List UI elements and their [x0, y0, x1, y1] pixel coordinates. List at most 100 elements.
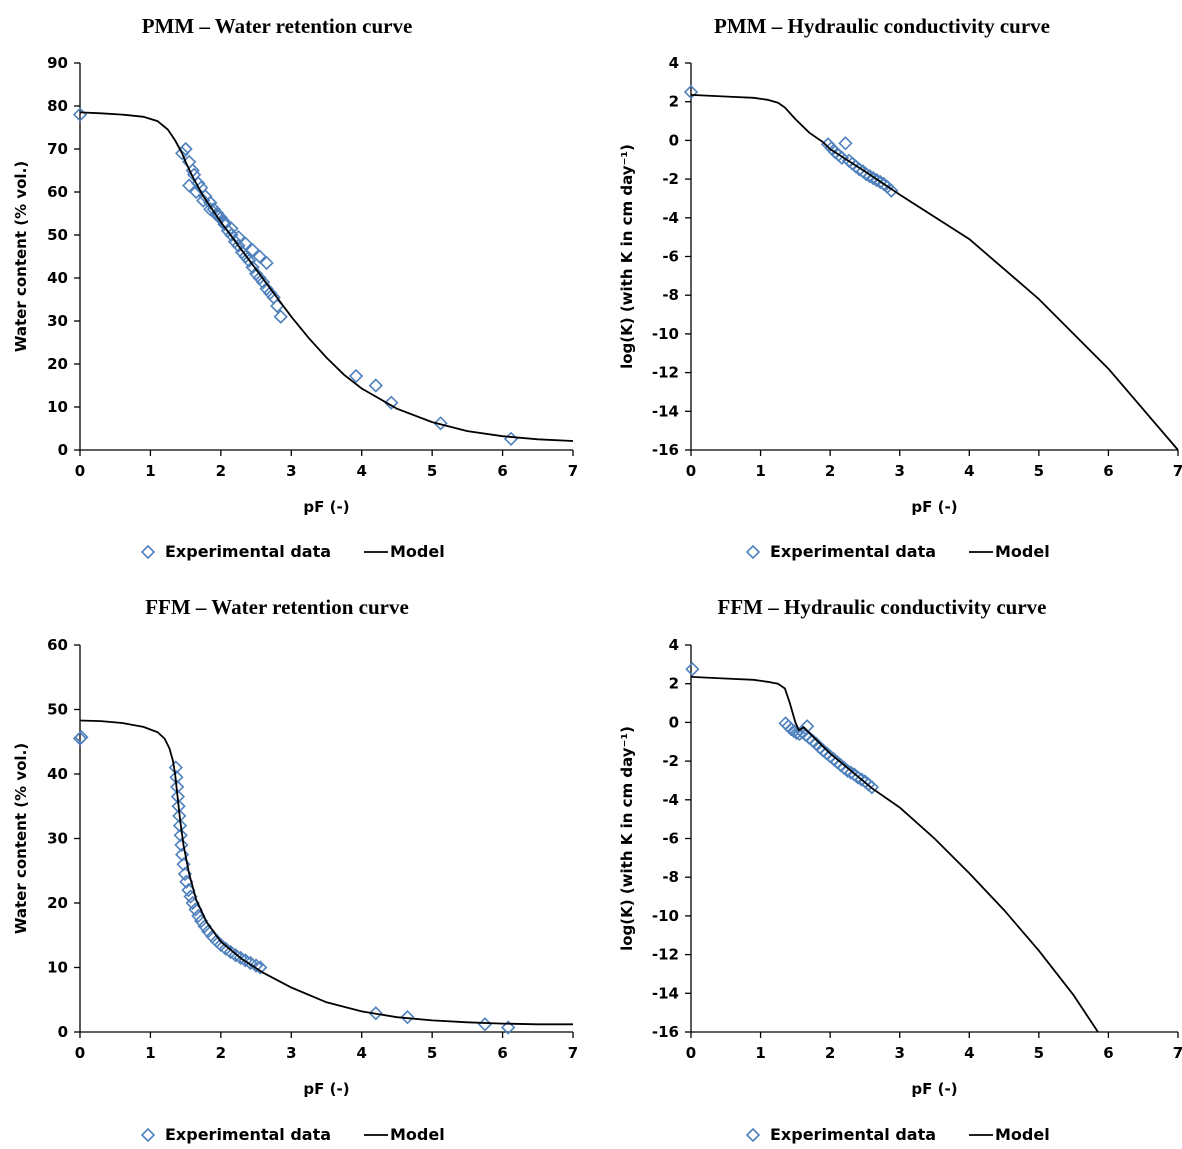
- x-tick-label: 6: [1103, 1044, 1113, 1062]
- experimental-data-point: [255, 275, 271, 290]
- experimental-data-point: [683, 84, 699, 100]
- experimental-data-point: [173, 828, 188, 843]
- experimental-data-point: [178, 141, 193, 157]
- y-tick-label: 50: [47, 226, 68, 244]
- y-tick-label: -2: [662, 170, 679, 188]
- x-tick-label: 7: [1173, 1044, 1182, 1062]
- experimental-data-point: [348, 368, 364, 384]
- x-tick-label: 1: [755, 1044, 765, 1062]
- experimental-data-point: [838, 136, 853, 151]
- experimental-data-point: [248, 958, 264, 973]
- experimental-data-point: [74, 730, 89, 745]
- legend-label-experimental: Experimental data: [165, 1125, 331, 1144]
- y-axis-label: Water content (% vol.): [12, 743, 30, 934]
- experimental-data-point: [174, 146, 190, 161]
- legend-label-experimental: Experimental data: [770, 1125, 936, 1144]
- x-axis-label: pF (-): [911, 1080, 957, 1098]
- y-tick-label: -6: [662, 248, 679, 266]
- x-tick-label: 0: [686, 1044, 696, 1062]
- x-tick-label: 5: [1034, 1044, 1044, 1062]
- experimental-data-point: [210, 208, 225, 223]
- x-axis-label: pF (-): [911, 498, 957, 516]
- y-tick-label: -8: [662, 868, 679, 886]
- experimental-data-point: [852, 162, 867, 177]
- legend-label-model: Model: [995, 542, 1050, 561]
- experimental-data-point: [834, 150, 850, 165]
- model-series-line: [690, 94, 1179, 451]
- x-tick-label: 0: [75, 1044, 85, 1062]
- experimental-data-point: [245, 260, 260, 275]
- y-tick-label: 20: [47, 894, 68, 912]
- y-tick-label: 2: [669, 675, 679, 693]
- y-axis-label: log(K) (with K in cm day⁻¹): [618, 144, 636, 369]
- ffm-conductivity-chart: FFM – Hydraulic conductivity curve -16 -14…: [618, 595, 1182, 1144]
- y-tick-label: -4: [662, 791, 679, 809]
- experimental-data-point: [368, 1006, 383, 1021]
- legend: Experimental data Model: [745, 542, 1050, 561]
- legend-marker-experimental: [140, 544, 156, 560]
- y-tick-label: -12: [652, 946, 679, 964]
- x-tick-label: 1: [145, 1044, 155, 1062]
- y-tick-label: 60: [47, 636, 68, 654]
- legend-label-model: Model: [390, 1125, 445, 1144]
- legend-label-experimental: Experimental data: [770, 542, 936, 561]
- x-tick-label: 4: [356, 462, 366, 480]
- x-tick-label: 6: [497, 462, 507, 480]
- y-tick-label: 20: [47, 355, 68, 373]
- y-tick-label: 0: [58, 1023, 68, 1041]
- x-tick-label: 3: [894, 462, 904, 480]
- legend-label-model: Model: [995, 1125, 1050, 1144]
- y-tick-label: 60: [47, 183, 68, 201]
- legend: Experimental data Model: [140, 1125, 445, 1144]
- experimental-data-point: [241, 253, 257, 268]
- experimental-data-point: [789, 725, 804, 741]
- y-tick-label: -14: [652, 984, 679, 1002]
- experimental-data-point: [238, 236, 253, 251]
- model-series-line: [79, 111, 574, 442]
- y-tick-label: -6: [662, 830, 679, 848]
- x-tick-label: 3: [894, 1044, 904, 1062]
- y-tick-label: 70: [47, 140, 68, 158]
- y-tick-label: -16: [652, 441, 679, 459]
- experimental-data-point: [850, 770, 866, 785]
- legend-marker-experimental: [140, 1127, 156, 1143]
- legend-marker-experimental: [745, 544, 761, 560]
- experimental-data-point: [231, 230, 246, 245]
- x-tick-label: 2: [825, 1044, 835, 1062]
- y-tick-label: -8: [662, 286, 679, 304]
- legend: Experimental data Model: [745, 1125, 1050, 1144]
- experimental-data-point: [477, 1017, 493, 1032]
- y-tick-label: 30: [47, 830, 68, 848]
- legend-label-experimental: Experimental data: [165, 542, 331, 561]
- experimental-data-point: [252, 249, 267, 264]
- pmm-retention-chart: PMM – Water retention curve0102030405060…: [12, 14, 578, 561]
- pmm-conductivity-chart: PMM – Hydraulic conductivity curve -16 -14…: [618, 14, 1182, 561]
- y-tick-label: -14: [652, 402, 679, 420]
- x-tick-label: 6: [497, 1044, 507, 1062]
- x-axis-label: pF (-): [303, 498, 349, 516]
- y-tick-label: 0: [58, 441, 68, 459]
- experimental-data-point: [862, 169, 877, 184]
- x-tick-label: 6: [1103, 462, 1113, 480]
- y-tick-label: 50: [47, 701, 68, 719]
- experimental-data-point: [503, 431, 519, 446]
- legend: Experimental data Model: [140, 542, 445, 561]
- legend-label-model: Model: [390, 542, 445, 561]
- experimental-data-point: [224, 227, 239, 243]
- experimental-data-point: [400, 1010, 415, 1025]
- experimental-data-point: [172, 818, 188, 833]
- y-tick-label: -2: [662, 752, 679, 770]
- x-tick-label: 4: [964, 462, 974, 480]
- y-tick-label: -12: [652, 364, 679, 382]
- x-tick-label: 0: [686, 462, 696, 480]
- experimental-data-point: [869, 172, 884, 188]
- x-tick-label: 5: [427, 462, 437, 480]
- experimental-data-point: [859, 167, 874, 182]
- model-series-line: [690, 676, 1099, 1033]
- x-axis-label: pF (-): [303, 1080, 349, 1098]
- y-tick-label: 4: [669, 54, 679, 72]
- x-tick-label: 5: [427, 1044, 437, 1062]
- x-tick-label: 5: [1034, 462, 1044, 480]
- x-tick-label: 4: [356, 1044, 366, 1062]
